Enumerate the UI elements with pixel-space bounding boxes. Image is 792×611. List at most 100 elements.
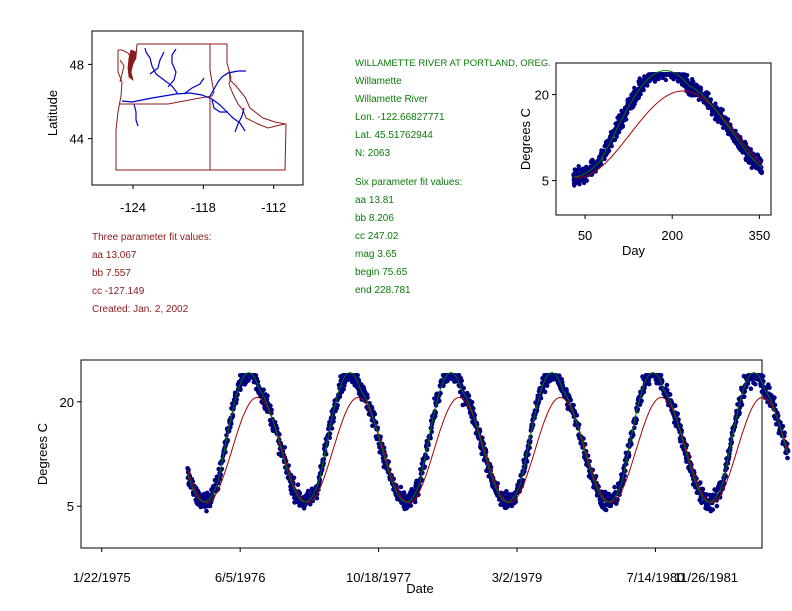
timeseries-data-point <box>772 395 777 401</box>
seasonal-data-point <box>653 75 658 80</box>
seasonal-data-point <box>663 72 668 77</box>
timeseries-data-point <box>667 392 673 397</box>
timeseries-data-point <box>207 503 213 509</box>
timeseries-data-point <box>538 396 544 401</box>
seasonal-data-point <box>666 72 672 77</box>
station-n: N: 2063 <box>355 148 391 159</box>
station-lat: Lat. 45.51762944 <box>355 130 433 141</box>
seasonal-data-point <box>759 170 764 176</box>
timeseries-data-point <box>658 373 664 378</box>
seasonal-six-param-fit-line <box>573 70 763 178</box>
seasonal-data-point <box>720 107 725 113</box>
map-ytick-label: 48 <box>70 57 84 72</box>
seasonal-ytick-label: 5 <box>542 174 549 189</box>
timeseries-data-point <box>268 403 273 409</box>
seasonal-data-point <box>719 121 724 126</box>
seasonal-xlabel: Day <box>622 243 646 258</box>
timeseries-data-point <box>335 403 340 408</box>
timeseries-data-point <box>238 387 243 393</box>
seasonal-data-point <box>679 82 685 87</box>
timeseries-data-point <box>603 507 609 513</box>
timeseries-data-point <box>664 382 670 388</box>
seasonal-data-point <box>591 159 596 165</box>
timeseries-data-point <box>574 413 580 418</box>
seasonal-data-point <box>663 77 669 83</box>
six-param-header: Six parameter fit values: <box>355 177 463 188</box>
seasonal-data-point <box>725 117 731 122</box>
timeseries-xtick-label: 3/2/1979 <box>492 570 543 585</box>
seasonal-data-point <box>644 82 650 87</box>
timeseries-ylabel: Degrees C <box>35 423 50 485</box>
timeseries-data-point <box>425 455 430 461</box>
timeseries-data-point <box>186 467 191 473</box>
created-date: Created: Jan. 2, 2002 <box>92 304 189 315</box>
six-param-cc: cc 247.02 <box>355 231 399 242</box>
seasonal-data-point <box>576 177 581 183</box>
seasonal-data-point <box>683 78 688 83</box>
seasonal-data-point <box>715 115 721 120</box>
timeseries-data-point <box>673 403 678 409</box>
timeseries-data-point <box>710 507 716 512</box>
timeseries-data-point <box>495 481 501 486</box>
seasonal-data-point <box>753 165 759 171</box>
timeseries-data-point <box>698 480 703 485</box>
map-xtick-label: -124 <box>120 200 146 215</box>
timeseries-data-point <box>760 374 766 379</box>
timeseries-data-point <box>745 381 751 386</box>
seasonal-data-point <box>614 132 619 138</box>
seasonal-data-point <box>618 126 623 131</box>
seasonal-data-point <box>656 76 661 82</box>
seasonal-data-point <box>757 157 763 162</box>
timeseries-data-point <box>639 398 644 404</box>
six-param-bb: bb 8.206 <box>355 213 394 224</box>
timeseries-data-point <box>571 402 576 408</box>
timeseries-data-point <box>282 445 288 450</box>
seasonal-data-point <box>640 86 645 91</box>
timeseries-data-point <box>641 389 647 395</box>
timeseries-data-point <box>398 484 404 490</box>
timeseries-data-point <box>408 503 414 508</box>
six-param-mag: mag 3.65 <box>355 249 397 260</box>
seasonal-data-point <box>605 138 611 143</box>
timeseries-ytick-label: 5 <box>67 499 74 514</box>
seasonal-chart: 50 200 350 5 20 Day Degrees C <box>518 62 772 258</box>
seasonal-data-point <box>627 106 633 111</box>
timeseries-data-point <box>675 411 680 417</box>
seasonal-ytick-label: 20 <box>535 88 549 103</box>
timeseries-data-point <box>204 508 209 514</box>
seasonal-xtick-label: 200 <box>661 228 683 243</box>
timeseries-data-point <box>646 377 652 383</box>
seasonal-data-point <box>652 79 658 84</box>
timeseries-data-point <box>205 490 210 496</box>
timeseries-xtick-label: 1/22/1975 <box>73 570 131 585</box>
timeseries-six-param-fit-line <box>187 372 789 503</box>
timeseries-chart: 1/22/1975 6/5/1976 10/18/1977 3/2/1979 7/14/… <box>35 359 791 596</box>
timeseries-data-point <box>780 424 786 429</box>
timeseries-data-point <box>646 381 652 387</box>
timeseries-data-point <box>461 385 467 391</box>
timeseries-data-point <box>331 419 336 424</box>
seasonal-data-point <box>645 74 650 80</box>
seasonal-data-point <box>631 102 636 108</box>
seasonal-data-point <box>576 164 581 169</box>
timeseries-data-point <box>261 387 267 393</box>
station-name: WILLAMETTE RIVER AT PORTLAND, OREG. <box>355 58 551 69</box>
seasonal-data-point <box>726 131 732 136</box>
seasonal-data-point <box>736 144 741 149</box>
timeseries-data-point <box>753 381 758 387</box>
timeseries-data-point <box>767 385 772 391</box>
seasonal-ylabel: Degrees C <box>518 108 533 170</box>
timeseries-data-point <box>291 475 297 481</box>
seasonal-data-point <box>584 178 589 183</box>
station-lon: Lon. -122.66827771 <box>355 112 445 123</box>
timeseries-data-point <box>612 484 617 490</box>
timeseries-data-point <box>782 430 787 436</box>
timeseries-data-point <box>412 499 418 505</box>
seasonal-xtick-label: 50 <box>578 228 592 243</box>
seasonal-data-point <box>713 101 718 106</box>
seasonal-data-point <box>636 79 641 84</box>
seasonal-data-point <box>709 112 714 117</box>
timeseries-data-point <box>664 387 670 393</box>
timeseries-data-point <box>355 373 360 378</box>
seasonal-data-point <box>739 148 744 153</box>
